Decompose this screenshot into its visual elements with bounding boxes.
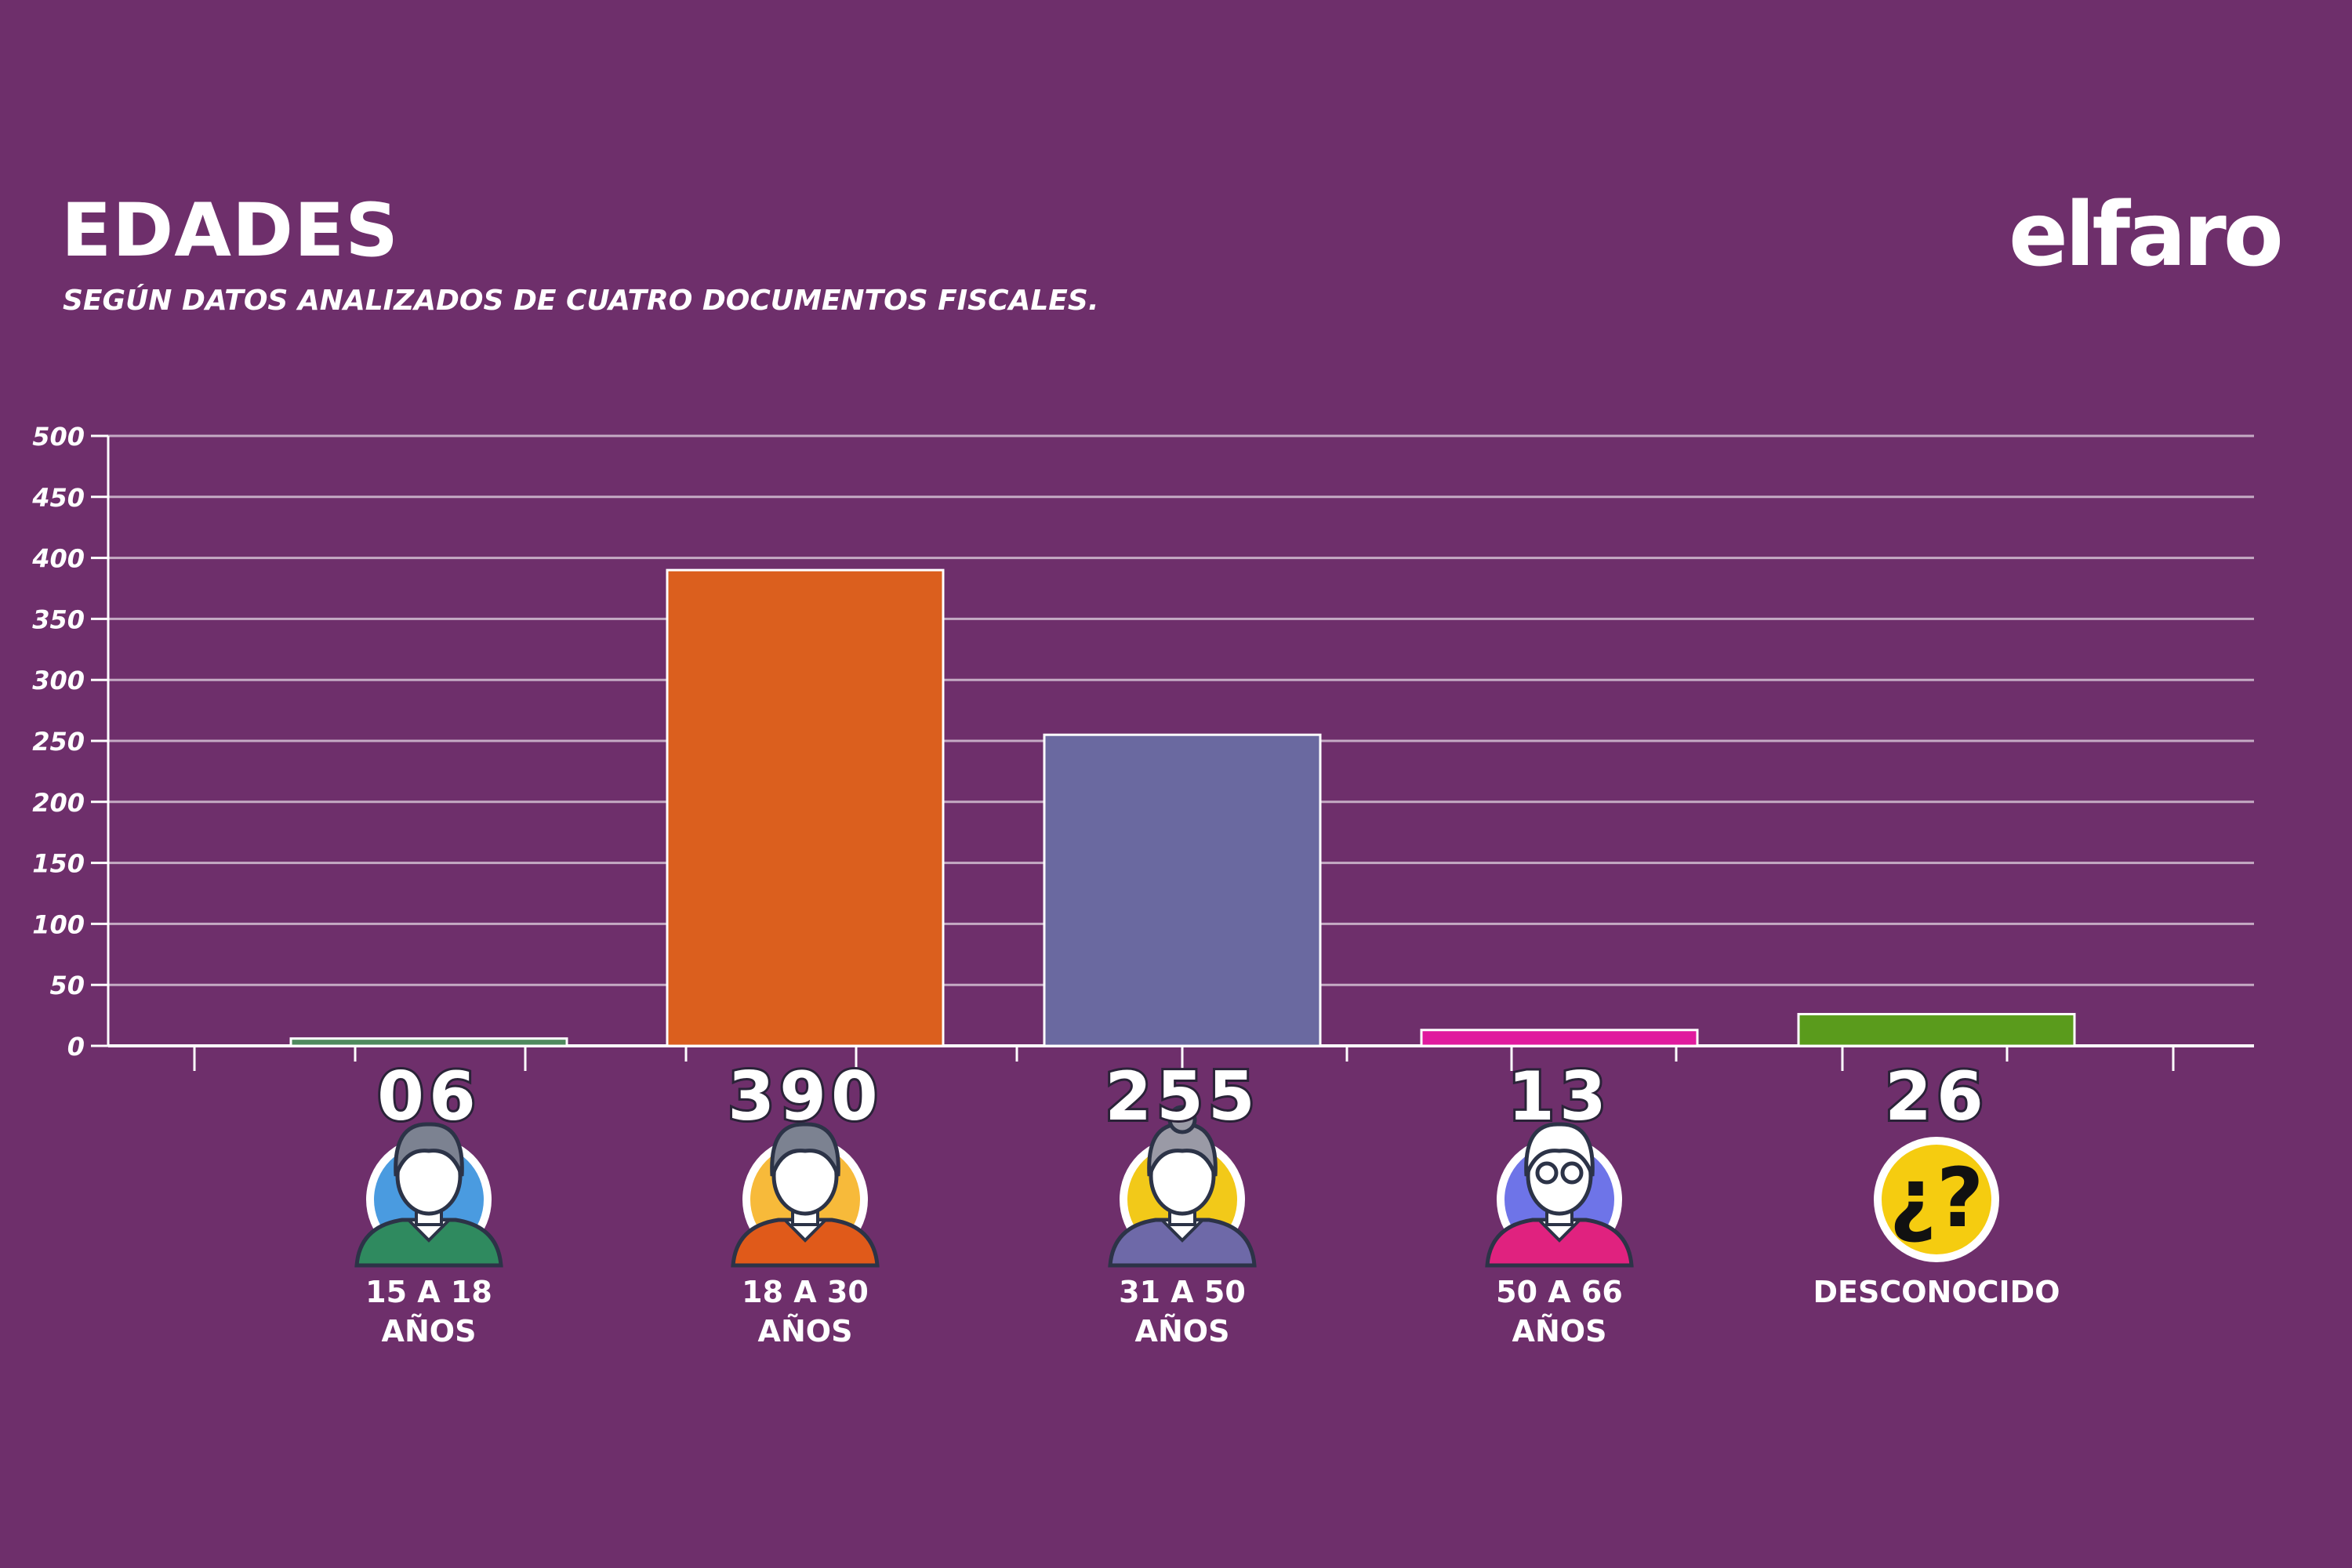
category-label: 15 A 18 — [365, 1275, 492, 1309]
icon-shirt — [731, 1218, 880, 1268]
bar — [1043, 733, 1322, 1047]
icon-glasses — [1560, 1161, 1584, 1185]
chart-title: EDADES — [61, 188, 399, 274]
young-adult-person-icon — [731, 1122, 880, 1268]
y-tick-label: 250 — [32, 727, 85, 757]
adult-woman-icon — [1108, 1105, 1257, 1268]
data-label: 13 — [1508, 1058, 1611, 1136]
icon-disc — [1882, 1145, 1991, 1254]
category-label: 50 A 66 — [1496, 1275, 1623, 1309]
y-tick-label: 50 — [49, 971, 85, 1000]
bar — [1420, 1029, 1699, 1047]
category-label: 18 A 30 — [742, 1275, 869, 1309]
y-tick-label: 100 — [32, 909, 85, 939]
elfaro-logo: elfaro — [2009, 193, 2284, 279]
data-label: 390 — [728, 1058, 883, 1136]
y-tick-label: 0 — [67, 1032, 85, 1062]
question-mark-icon: ¿? — [1874, 1137, 1999, 1262]
bar — [289, 1037, 568, 1047]
older-person-glasses-icon — [1485, 1122, 1634, 1268]
y-tick-label: 150 — [32, 849, 85, 879]
category-label-line2: AÑOS — [1135, 1314, 1230, 1348]
category-label: DESCONOCIDO — [1813, 1275, 2060, 1309]
chart-subtitle: SEGÚN DATOS ANALIZADOS DE CUATRO DOCUMEN… — [63, 285, 1099, 317]
category-label-line2: AÑOS — [758, 1314, 853, 1348]
category-label-line2: AÑOS — [382, 1314, 477, 1348]
icon-hair-bun — [1167, 1105, 1197, 1134]
icon-shirt — [1108, 1218, 1257, 1268]
y-tick-label: 500 — [32, 422, 85, 452]
bar — [666, 568, 945, 1047]
data-label: 06 — [377, 1058, 481, 1136]
icon-shirt — [354, 1218, 503, 1268]
question-glyph: ¿? — [1889, 1150, 1984, 1246]
y-tick-label: 200 — [32, 788, 85, 818]
bar — [1797, 1013, 2076, 1047]
teen-person-icon — [354, 1122, 503, 1268]
category-label: 31 A 50 — [1119, 1275, 1246, 1309]
category-label-line2: AÑOS — [1512, 1314, 1607, 1348]
y-tick-label: 450 — [31, 483, 85, 513]
icon-hair — [770, 1122, 840, 1177]
y-tick-label: 400 — [31, 544, 85, 574]
y-tick-label: 300 — [32, 666, 85, 695]
icon-hair — [1147, 1122, 1218, 1177]
icon-hair — [1524, 1122, 1595, 1177]
data-label: 255 — [1105, 1058, 1260, 1136]
data-label: 26 — [1885, 1058, 1988, 1136]
icon-shirt — [1485, 1218, 1634, 1268]
logo-text: elfaro — [2009, 193, 2281, 279]
icon-glasses — [1535, 1161, 1559, 1185]
y-tick-label: 350 — [32, 604, 85, 634]
icon-hair — [394, 1122, 464, 1177]
